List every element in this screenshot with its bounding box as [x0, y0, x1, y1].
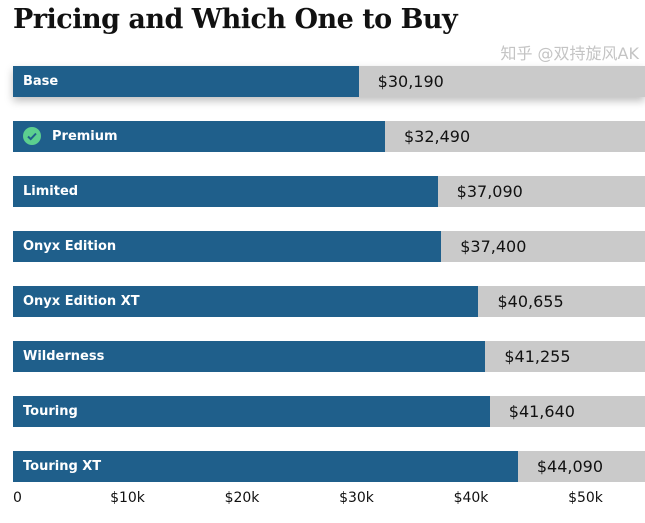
bar — [13, 286, 479, 317]
bar-row: Premium $32,490 — [13, 121, 645, 152]
x-tick-label: $40k — [453, 490, 489, 506]
x-tick-label: $10k — [110, 490, 145, 506]
bar-category-label: Touring XT — [23, 459, 102, 474]
bar — [13, 231, 442, 262]
bar-value-label: $30,190 — [377, 72, 444, 91]
bar-value-label: $41,255 — [504, 347, 571, 366]
bar-row: Onyx Edition XT $40,655 — [13, 286, 645, 317]
bar-category-label: Limited — [23, 184, 79, 199]
chart-title: Pricing and Which One to Buy — [13, 4, 458, 35]
bar — [13, 341, 486, 372]
bar-value-label: $40,655 — [497, 292, 564, 311]
bar-category-label: Onyx Edition — [23, 239, 117, 254]
bar — [13, 396, 490, 427]
bar-category-label: Touring — [23, 404, 78, 419]
watermark: 知乎 @双持旋风AK — [500, 44, 639, 63]
bar-category-label: Premium — [52, 129, 118, 144]
bar — [13, 121, 385, 152]
bar-value-label: $37,400 — [460, 237, 527, 256]
bar-value-label: $37,090 — [456, 182, 523, 201]
bar — [13, 451, 518, 482]
bar — [13, 66, 359, 97]
bar-category-label: Wilderness — [23, 349, 105, 364]
bar-row: Base $30,190 — [13, 66, 645, 97]
bar-category-label: Base — [23, 74, 59, 89]
bar — [13, 176, 438, 207]
x-tick-label: $30k — [339, 490, 374, 506]
bar-row: Onyx Edition $37,400 — [13, 231, 645, 262]
bar-row: Limited $37,090 — [13, 176, 645, 207]
x-tick-label: $50k — [568, 490, 603, 506]
check-circle-icon — [23, 127, 41, 145]
bar-row: Wilderness $41,255 — [13, 341, 645, 372]
bar-row: Touring $41,640 — [13, 396, 645, 427]
bar-row: Touring XT $44,090 — [13, 451, 645, 482]
bar-value-label: $41,640 — [508, 402, 575, 421]
x-tick-label: 0 — [13, 490, 22, 506]
bar-category-label: Onyx Edition XT — [23, 294, 140, 309]
bar-value-label: $44,090 — [536, 457, 603, 476]
x-tick-label: $20k — [224, 490, 260, 506]
bar-value-label: $32,490 — [404, 127, 471, 146]
